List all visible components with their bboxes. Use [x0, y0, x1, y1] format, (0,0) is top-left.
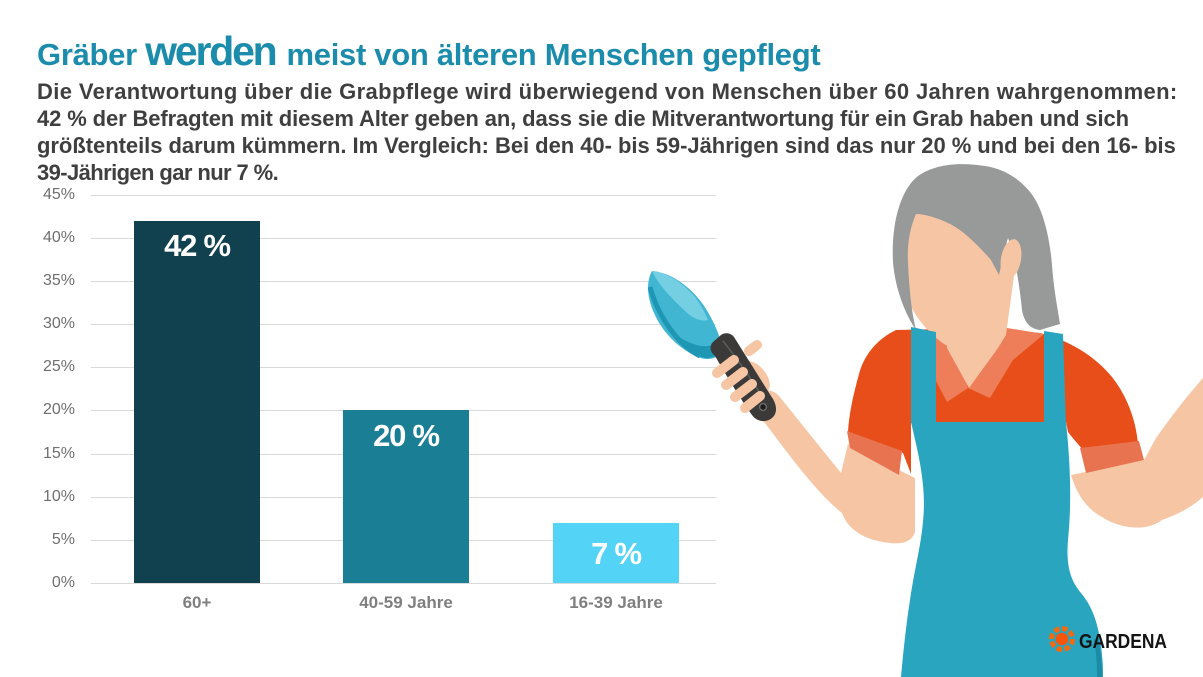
- svg-text:GARDENA: GARDENA: [1079, 630, 1167, 653]
